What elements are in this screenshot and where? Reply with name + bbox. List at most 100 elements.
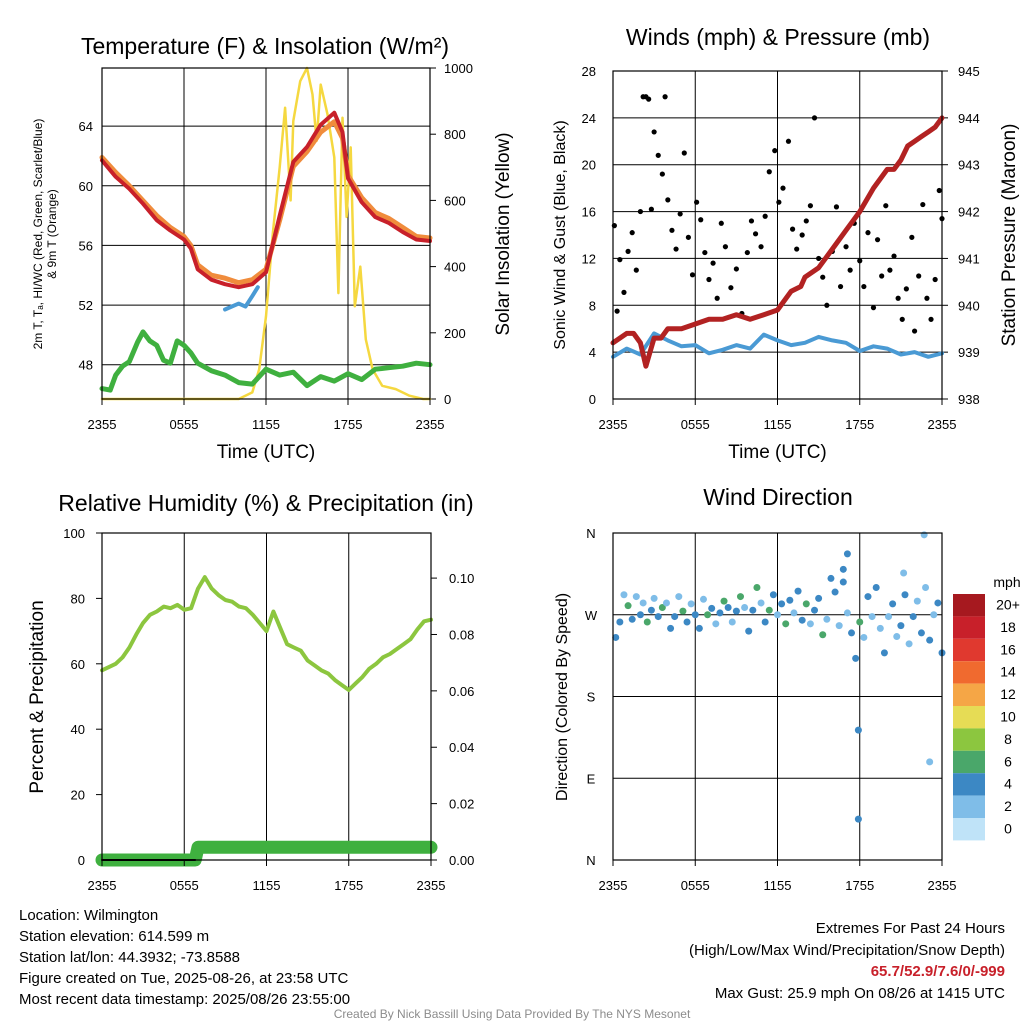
chart-title-humidity: Relative Humidity (%) & Precipitation (i… <box>58 490 473 516</box>
gust-point <box>702 249 708 256</box>
gust-point <box>629 230 635 236</box>
gust-point <box>799 232 805 238</box>
y2-tick-label-wind: 938 <box>958 392 980 407</box>
y-tick-label-dir: W <box>585 608 598 623</box>
gust-point <box>651 129 657 135</box>
wind-direction-point <box>612 633 620 641</box>
x-tick-label-rh: 0555 <box>170 878 199 893</box>
wind-direction-point <box>926 758 934 766</box>
gust-point <box>936 187 942 194</box>
y-tick-label-wind: 20 <box>582 158 596 173</box>
series-relative-humidity <box>100 575 433 692</box>
x-tick-label-wind: 1755 <box>845 417 874 432</box>
y2-tick-label-wind: 945 <box>958 64 980 79</box>
colorbar-swatch <box>953 683 985 706</box>
series-wind-speed <box>611 331 944 359</box>
colorbar-label: 18 <box>1000 619 1016 635</box>
wind-direction-point <box>839 578 847 586</box>
gust-point <box>648 206 654 212</box>
y-tick-label-temp: 56 <box>79 238 93 253</box>
wind-direction-point <box>893 633 901 641</box>
wind-direction-point <box>647 606 655 614</box>
gust-point <box>752 231 759 237</box>
wind-direction-point <box>839 565 847 573</box>
gust-point <box>614 308 620 314</box>
gust-point <box>861 283 867 290</box>
y2-tick-label-temp: 800 <box>444 127 466 142</box>
y2-tick-label-temp: 0 <box>444 392 451 407</box>
colorbar-swatch <box>953 795 985 818</box>
chart-title-temperature: Temperature (F) & Insolation (W/m²) <box>81 33 449 59</box>
max-gust-text: Max Gust: 25.9 mph On 08/26 at 1415 UTC <box>714 984 1005 1002</box>
colorbar-swatch <box>953 750 985 774</box>
colorbar-label: 4 <box>1004 776 1012 792</box>
y-tick-label-dir: S <box>587 690 596 705</box>
wind-direction-point <box>897 622 905 630</box>
gust-point <box>928 316 934 322</box>
gust-point <box>789 226 796 232</box>
colorbar-label: 10 <box>1000 709 1016 725</box>
wind-direction-point <box>671 613 679 621</box>
x-tick-label-rh: 2355 <box>417 878 446 893</box>
x-tick-label-rh: 1755 <box>334 878 363 893</box>
y-tick-label-rh: 40 <box>71 722 85 737</box>
wind-direction-point <box>716 609 724 617</box>
gust-point <box>685 234 691 240</box>
colorbar-label: 16 <box>1000 641 1016 657</box>
gust-point <box>733 266 739 272</box>
wind-direction-point <box>628 615 636 623</box>
series-dewpoint <box>99 329 433 393</box>
gust-point <box>694 199 700 205</box>
wind-direction-point <box>643 618 651 626</box>
y-tick-label-rh: 0 <box>78 853 85 868</box>
created-text: Figure created on Tue, 2025-08-26, at 23… <box>19 970 349 987</box>
wind-direction-point <box>819 631 827 639</box>
wind-direction-point <box>658 603 666 611</box>
wind-direction-point <box>798 616 806 624</box>
extremes-legend: (High/Low/Max Wind/Precipitation/Snow De… <box>689 941 1005 959</box>
wind-direction-point <box>679 607 687 615</box>
gust-point <box>924 295 930 301</box>
wind-direction-point <box>920 531 928 539</box>
wind-direction-point <box>769 591 777 599</box>
y2-tick-label-temp: 1000 <box>444 61 473 76</box>
y-tick-label-wind: 8 <box>589 298 596 313</box>
wind-direction-point <box>683 618 691 626</box>
y2-tick-label-rh: 0.04 <box>449 740 474 755</box>
gust-point <box>803 218 809 224</box>
wind-direction-point <box>831 588 839 596</box>
gust-point <box>748 218 755 224</box>
gust-point <box>883 203 889 209</box>
gust-point <box>766 169 772 175</box>
y-tick-label-rh: 80 <box>71 591 85 606</box>
wind-direction-point <box>802 600 810 608</box>
y-tick-label-wind: 4 <box>589 345 596 360</box>
wind-direction-point <box>745 627 753 635</box>
series-temp-2m <box>100 110 432 290</box>
gust-point <box>879 273 885 279</box>
wind-direction-point <box>843 609 851 617</box>
gust-point <box>811 115 818 121</box>
colorbar-label: 2 <box>1004 798 1012 814</box>
y-tick-label-dir: N <box>586 526 595 541</box>
wind-direction-point <box>662 599 670 607</box>
y-tick-label-temp: 52 <box>79 298 93 313</box>
wind-direction-point <box>806 620 814 628</box>
wind-direction-point <box>901 591 909 599</box>
y2-tick-label-wind: 944 <box>958 111 980 126</box>
gust-point <box>681 150 687 156</box>
gust-point <box>655 152 661 158</box>
x-tick-label-dir: 1755 <box>845 878 874 893</box>
x-tick-label-temp: 1155 <box>252 417 280 432</box>
wind-direction-point <box>616 618 624 626</box>
x-tick-label-wind: 1155 <box>764 417 792 432</box>
colorbar-swatch <box>953 773 985 796</box>
gust-point <box>744 249 750 256</box>
series-station-pressure <box>610 115 945 369</box>
y2-tick-label-rh: 0.08 <box>449 627 474 642</box>
wind-direction-point <box>854 726 862 734</box>
y-tick-label-temp: 48 <box>79 358 93 373</box>
gust-point <box>916 273 922 279</box>
y2-tick-label-wind: 941 <box>958 251 980 266</box>
colorbar-label: 12 <box>1000 686 1016 702</box>
